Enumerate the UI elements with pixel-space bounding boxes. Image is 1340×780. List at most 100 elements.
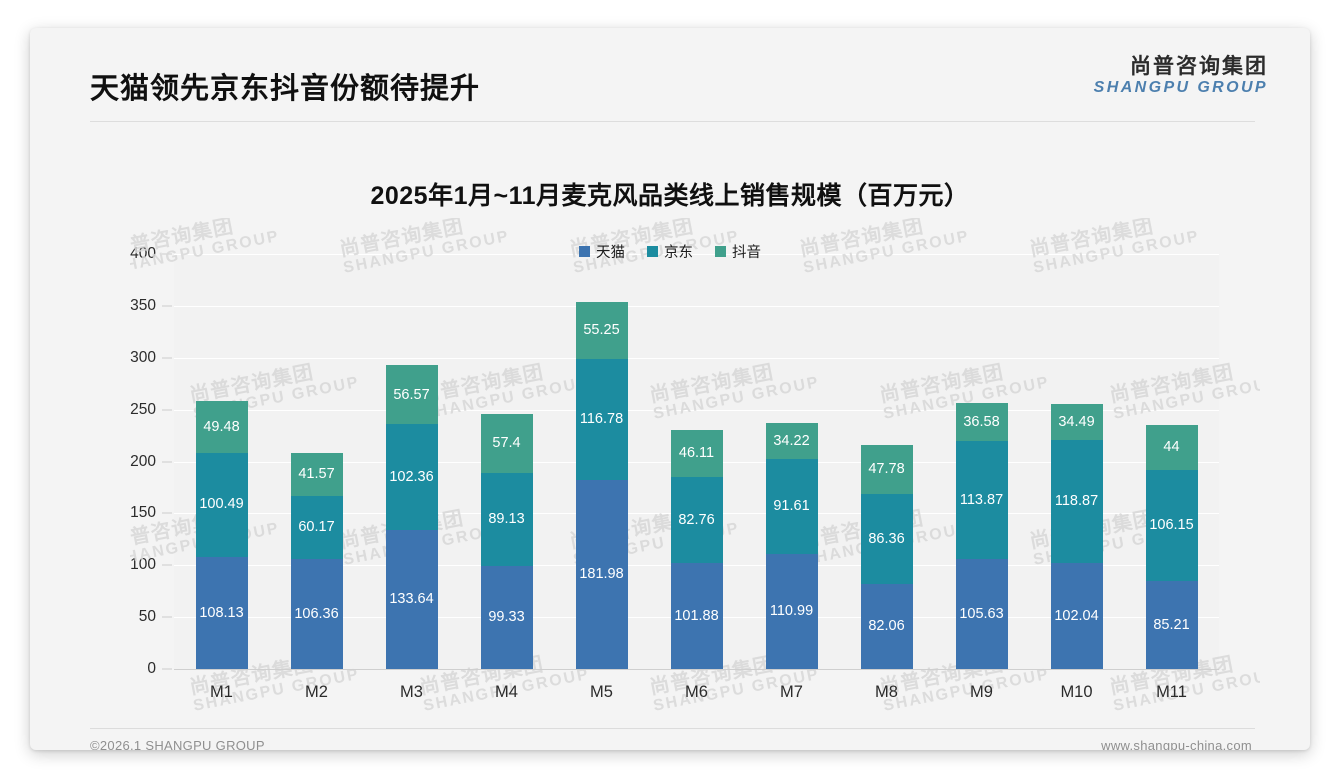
- legend-label: 抖音: [732, 245, 761, 261]
- bar-segment-抖音[interactable]: 55.25: [575, 301, 628, 360]
- bar-segment-天猫[interactable]: 110.99: [765, 553, 818, 669]
- brand-logo: 尚普咨询集团 SHANGPU GROUP: [1094, 55, 1268, 97]
- bar-segment-京东[interactable]: 106.15: [1145, 470, 1198, 581]
- bar-segment-京东[interactable]: 102.36: [385, 424, 438, 531]
- bar-value-label: 44: [1163, 439, 1180, 456]
- bar-segment-抖音[interactable]: 34.22: [765, 423, 818, 459]
- bar-segment-抖音[interactable]: 41.57: [290, 453, 343, 497]
- x-axis-tick-label: M5: [590, 683, 613, 701]
- bar-segment-抖音[interactable]: 46.11: [670, 429, 723, 478]
- bar-value-label: 46.11: [678, 445, 715, 462]
- stacked-bar[interactable]: 181.98 116.78 55.25: [575, 301, 628, 669]
- bar-segment-抖音[interactable]: 44: [1145, 424, 1198, 471]
- stacked-bar[interactable]: 82.06 86.36 47.78: [860, 444, 913, 669]
- bar-segment-京东[interactable]: 113.87: [955, 441, 1008, 560]
- y-axis-tick-label: 200: [130, 452, 156, 470]
- bar-segment-京东[interactable]: 116.78: [575, 359, 628, 481]
- legend-swatch-icon: [579, 246, 590, 257]
- bar-segment-抖音[interactable]: 34.49: [1050, 404, 1103, 440]
- bar-value-label: 55.25: [583, 322, 620, 339]
- bar-segment-天猫[interactable]: 82.06: [860, 583, 913, 669]
- bar-value-label: 86.36: [868, 530, 905, 547]
- legend-item-京东[interactable]: 京东: [647, 241, 693, 262]
- gridline: [174, 357, 1219, 359]
- stacked-bar[interactable]: 110.99 91.61 34.22: [765, 423, 818, 669]
- x-axis-tick-label: M2: [305, 683, 328, 701]
- stacked-bar[interactable]: 85.21 106.15 44: [1145, 424, 1198, 669]
- bar-segment-抖音[interactable]: 47.78: [860, 444, 913, 495]
- stacked-bar[interactable]: 102.04 118.87 34.49: [1050, 404, 1103, 669]
- stacked-bar[interactable]: 133.64 102.36 56.57: [385, 365, 438, 669]
- bar-group: 108.13 100.49 49.48 106.36 60.17 41.57 133.64 1…: [174, 254, 1219, 669]
- bar-column[interactable]: 181.98 116.78 55.25: [554, 254, 649, 669]
- bar-value-label: 181.98: [579, 566, 624, 583]
- header-divider: [90, 121, 1255, 122]
- bar-segment-京东[interactable]: 118.87: [1050, 439, 1103, 564]
- x-axis-tick-label: M4: [495, 683, 518, 701]
- bar-segment-抖音[interactable]: 56.57: [385, 365, 438, 425]
- stacked-bar[interactable]: 105.63 113.87 36.58: [955, 403, 1008, 669]
- x-axis-tick-label: M6: [685, 683, 708, 701]
- bar-column[interactable]: 108.13 100.49 49.48: [174, 254, 269, 669]
- bar-segment-京东[interactable]: 100.49: [195, 452, 248, 557]
- bar-segment-天猫[interactable]: 133.64: [385, 530, 438, 669]
- footer-divider: [90, 728, 1255, 729]
- y-axis-tick-label: 350: [130, 296, 156, 314]
- bar-value-label: 49.48: [203, 418, 240, 435]
- stacked-bar[interactable]: 101.88 82.76 46.11: [670, 429, 723, 669]
- bar-segment-天猫[interactable]: 102.04: [1050, 563, 1103, 669]
- bar-column[interactable]: 105.63 113.87 36.58: [934, 254, 1029, 669]
- bar-segment-抖音[interactable]: 49.48: [195, 401, 248, 453]
- bar-segment-天猫[interactable]: 101.88: [670, 563, 723, 669]
- stacked-bar[interactable]: 108.13 100.49 49.48: [195, 401, 248, 669]
- bar-segment-天猫[interactable]: 106.36: [290, 558, 343, 669]
- bar-value-label: 106.15: [1149, 517, 1194, 534]
- y-tick-mark: [162, 253, 172, 255]
- gridline: [174, 409, 1219, 411]
- bar-value-label: 110.99: [769, 603, 814, 620]
- bar-column[interactable]: 110.99 91.61 34.22: [744, 254, 839, 669]
- stacked-bar[interactable]: 106.36 60.17 41.57: [290, 453, 343, 669]
- bar-segment-天猫[interactable]: 105.63: [955, 559, 1008, 669]
- bar-segment-京东[interactable]: 91.61: [765, 458, 818, 554]
- footer-copyright: ©2026.1 SHANGPU GROUP: [90, 738, 265, 750]
- bar-value-label: 116.78: [579, 411, 624, 428]
- bar-segment-京东[interactable]: 89.13: [480, 473, 533, 566]
- bar-column[interactable]: 85.21 106.15 44: [1124, 254, 1219, 669]
- x-axis-tick-label: M3: [400, 683, 423, 701]
- bar-value-label: 36.58: [963, 414, 1000, 431]
- y-axis-tick-label: 100: [130, 556, 156, 574]
- bar-segment-天猫[interactable]: 108.13: [195, 556, 248, 669]
- bar-segment-天猫[interactable]: 181.98: [575, 480, 628, 669]
- bar-value-label: 85.21: [1153, 616, 1190, 633]
- bar-value-label: 102.36: [389, 469, 434, 486]
- bar-column[interactable]: 101.88 82.76 46.11: [649, 254, 744, 669]
- y-tick-mark: [162, 357, 172, 359]
- bar-column[interactable]: 133.64 102.36 56.57: [364, 254, 459, 669]
- bar-segment-抖音[interactable]: 36.58: [955, 403, 1008, 442]
- legend-item-抖音[interactable]: 抖音: [715, 241, 761, 262]
- bar-value-label: 113.87: [959, 492, 1004, 509]
- legend-swatch-icon: [715, 246, 726, 257]
- x-axis-tick-label: M7: [780, 683, 803, 701]
- bar-value-label: 105.63: [959, 605, 1004, 622]
- legend-item-天猫[interactable]: 天猫: [579, 241, 625, 262]
- gridline: [174, 305, 1219, 307]
- x-axis-line: [174, 669, 1219, 670]
- bar-column[interactable]: 82.06 86.36 47.78: [839, 254, 934, 669]
- bar-segment-京东[interactable]: 86.36: [860, 494, 913, 584]
- y-tick-mark: [162, 564, 172, 566]
- bar-segment-天猫[interactable]: 99.33: [480, 565, 533, 669]
- bar-segment-天猫[interactable]: 85.21: [1145, 580, 1198, 669]
- bar-segment-京东[interactable]: 82.76: [670, 477, 723, 564]
- bar-column[interactable]: 99.33 89.13 57.4: [459, 254, 554, 669]
- bar-column[interactable]: 102.04 118.87 34.49: [1029, 254, 1124, 669]
- stacked-bar[interactable]: 99.33 89.13 57.4: [480, 413, 533, 669]
- y-tick-mark: [162, 616, 172, 618]
- bar-value-label: 34.22: [773, 432, 810, 449]
- bar-column[interactable]: 106.36 60.17 41.57: [269, 254, 364, 669]
- plot-area: 108.13 100.49 49.48 106.36 60.17 41.57 133.64 1…: [130, 245, 1219, 677]
- bar-segment-京东[interactable]: 60.17: [290, 496, 343, 559]
- bar-segment-抖音[interactable]: 57.4: [480, 413, 533, 474]
- bar-value-label: 100.49: [199, 496, 244, 513]
